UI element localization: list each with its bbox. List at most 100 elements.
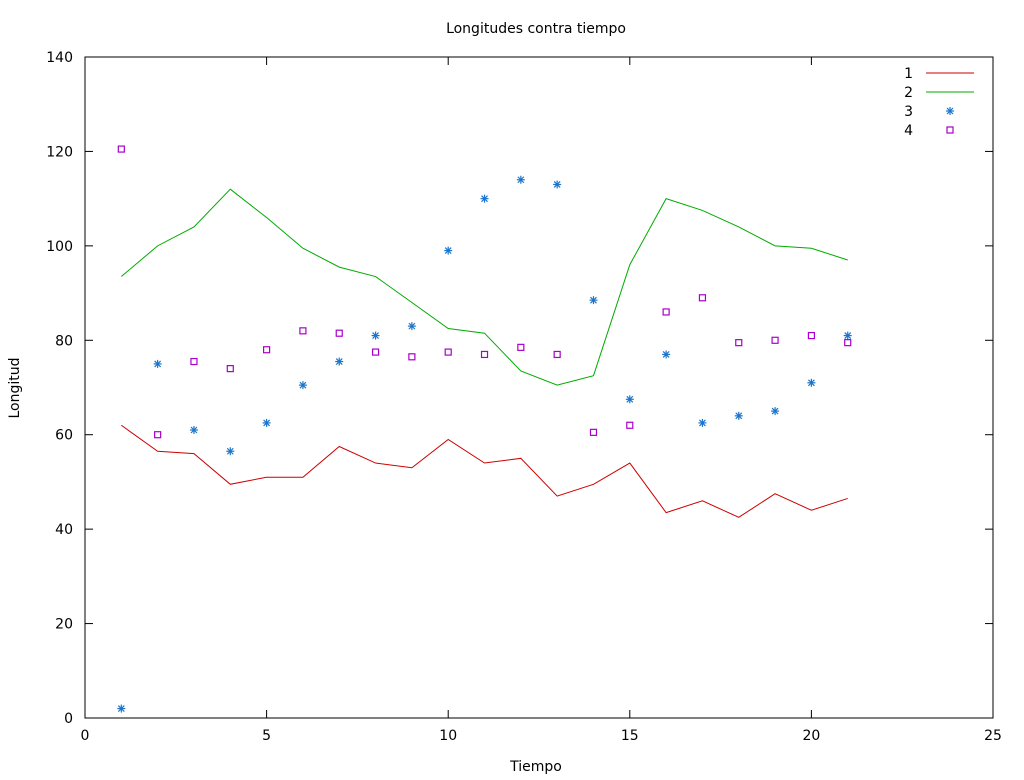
data-point — [553, 350, 561, 359]
x-tick-label: 25 — [984, 728, 1002, 744]
square-marker — [698, 294, 707, 302]
square-marker — [154, 431, 162, 439]
legend: 1 2 3 4 — [904, 66, 974, 139]
series-4 — [117, 145, 852, 439]
star-stroke — [517, 176, 525, 184]
star-stroke — [590, 296, 597, 304]
data-point — [625, 395, 634, 404]
y-tick-label: 100 — [46, 239, 73, 255]
data-point — [662, 308, 670, 316]
data-point — [226, 365, 234, 373]
data-point — [553, 180, 562, 189]
square-marker — [299, 327, 307, 335]
star-stroke — [662, 351, 670, 358]
square-marker — [844, 339, 852, 347]
data-point — [698, 294, 707, 302]
square-marker — [517, 343, 525, 351]
data-point — [154, 431, 162, 439]
data-point — [807, 331, 816, 340]
square-marker — [946, 126, 954, 134]
star-stroke — [372, 332, 379, 339]
data-point — [843, 331, 852, 340]
square-marker — [408, 353, 416, 361]
star-stroke — [626, 395, 634, 403]
square-marker — [480, 350, 489, 359]
square-marker — [553, 350, 561, 359]
data-point — [226, 447, 235, 456]
star-stroke — [553, 181, 561, 188]
legend-entry: 2 — [904, 85, 974, 101]
y-tick-label: 40 — [55, 522, 73, 538]
star-stroke — [771, 407, 779, 415]
star-stroke — [117, 705, 125, 712]
square-marker — [735, 339, 743, 347]
data-point — [734, 411, 743, 420]
data-point — [516, 175, 525, 184]
series-1 — [121, 424, 848, 518]
y-axis: 0 20 40 60 80 100 120 140 — [46, 50, 993, 727]
star-stroke — [807, 379, 815, 387]
x-tick-label: 5 — [262, 728, 271, 744]
star-stroke — [481, 195, 488, 203]
y-tick-label: 80 — [55, 333, 73, 349]
y-axis-label: Longitud — [7, 357, 23, 418]
data-point — [335, 357, 344, 366]
data-point — [262, 418, 271, 427]
legend-label: 4 — [904, 123, 913, 139]
legend-entry: 4 — [904, 123, 954, 139]
data-point — [626, 421, 634, 429]
data-point — [444, 348, 452, 356]
star-stroke — [444, 247, 452, 255]
square-marker — [807, 331, 816, 340]
data-point — [263, 346, 271, 354]
data-point — [444, 246, 453, 255]
x-tick-label: 10 — [439, 728, 457, 744]
plot-area — [117, 145, 852, 713]
series-3 — [117, 175, 852, 713]
data-point — [698, 418, 707, 427]
data-point — [807, 378, 816, 387]
data-point — [335, 329, 343, 337]
data-point — [408, 353, 416, 361]
data-point — [662, 350, 671, 359]
x-axis-label: Tiempo — [509, 759, 562, 775]
data-point — [299, 327, 307, 335]
square-marker — [226, 365, 234, 373]
square-marker — [190, 357, 198, 366]
series-2 — [120, 188, 848, 386]
star-stroke — [226, 447, 234, 455]
y-tick-label: 120 — [46, 144, 73, 160]
legend-entry: 3 — [904, 104, 954, 120]
data-point — [407, 322, 416, 331]
x-tick-label: 20 — [802, 728, 820, 744]
y-tick-label: 60 — [55, 428, 73, 444]
star-stroke — [335, 358, 343, 365]
series-line — [121, 424, 848, 518]
data-point — [189, 425, 198, 434]
square-marker — [335, 329, 343, 337]
data-point — [298, 381, 307, 390]
y-tick-label: 140 — [46, 50, 73, 66]
square-marker — [589, 428, 598, 436]
data-point — [771, 336, 779, 344]
star-stroke — [699, 419, 706, 427]
x-axis: 0 5 10 15 20 25 — [81, 57, 1002, 744]
square-marker — [626, 421, 634, 429]
data-point — [117, 704, 126, 713]
square-marker — [117, 145, 125, 153]
data-point — [190, 357, 198, 366]
data-point — [589, 428, 598, 436]
star-stroke — [263, 419, 271, 427]
legend-label: 3 — [904, 104, 913, 120]
data-point — [371, 348, 380, 356]
star-stroke — [154, 360, 162, 368]
legend-label: 1 — [904, 66, 913, 82]
data-point — [480, 194, 489, 203]
star-stroke — [299, 381, 307, 389]
series-line — [120, 188, 848, 386]
data-point — [153, 359, 162, 368]
data-point — [589, 296, 598, 305]
data-point — [517, 343, 525, 351]
data-point — [735, 339, 743, 347]
plot-frame — [84, 56, 994, 719]
